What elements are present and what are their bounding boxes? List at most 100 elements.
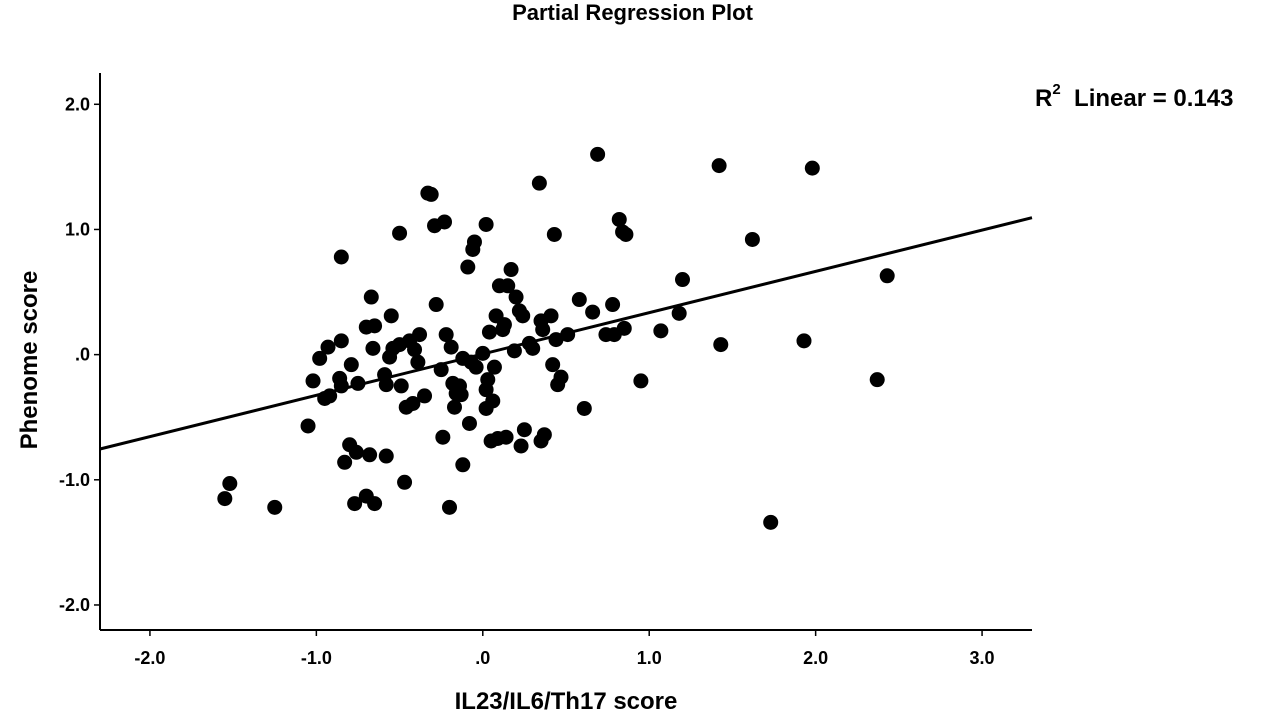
data-point [605, 297, 621, 313]
data-point [585, 304, 601, 320]
y-tick-label: -2.0 [59, 595, 90, 615]
y-tick-label: -1.0 [59, 470, 90, 490]
data-point [343, 357, 359, 373]
data-point [525, 340, 541, 356]
data-point [222, 476, 238, 492]
chart-title: Partial Regression Plot [512, 0, 753, 25]
data-point [410, 354, 426, 370]
data-point [347, 496, 363, 512]
data-point [437, 214, 453, 230]
data-point [763, 514, 779, 530]
data-point [333, 249, 349, 265]
y-tick-label: .0 [75, 345, 90, 365]
data-point [305, 373, 321, 389]
axes [99, 73, 1032, 631]
data-point [320, 339, 336, 355]
data-point [367, 318, 383, 334]
data-point [405, 395, 421, 411]
y-axis-label: Phenome score [16, 270, 43, 450]
data-point [428, 297, 444, 313]
x-tick-label: -2.0 [134, 648, 165, 668]
data-point [653, 323, 669, 339]
data-point [879, 268, 895, 284]
data-point [796, 333, 812, 349]
data-point [713, 337, 729, 353]
data-point [486, 359, 502, 375]
x-axis-label: IL23/IL6/Th17 score [454, 688, 678, 715]
data-point [711, 158, 727, 174]
data-point [498, 429, 514, 445]
data-point [478, 216, 494, 232]
data-point [417, 388, 433, 404]
data-point [480, 372, 496, 388]
data-point [435, 429, 451, 445]
data-point [536, 427, 552, 443]
data-point [590, 146, 606, 162]
data-point [553, 369, 569, 385]
data-point [515, 308, 531, 324]
fit-line-group [99, 216, 1033, 451]
data-point [363, 289, 379, 305]
data-point [611, 211, 627, 227]
y-tick-label: 2.0 [65, 94, 90, 114]
data-point [485, 393, 501, 409]
data-point [675, 272, 690, 288]
data-point [804, 160, 820, 176]
data-point [869, 372, 885, 388]
r2-prefix: R [1035, 85, 1053, 112]
data-point [423, 186, 439, 202]
data-point [392, 225, 408, 241]
y-tick-label: 1.0 [65, 219, 90, 239]
data-point [543, 308, 559, 324]
data-point [468, 359, 484, 375]
data-point [393, 378, 409, 394]
data-point [671, 305, 687, 321]
data-point [633, 373, 649, 389]
fit-line [99, 216, 1033, 451]
data-point [531, 175, 547, 191]
data-point [438, 327, 454, 343]
x-tick-label: .0 [475, 648, 490, 668]
data-point [300, 418, 316, 434]
data-point [508, 289, 524, 305]
data-point [496, 317, 512, 333]
data-point [571, 292, 587, 308]
data-point [443, 339, 459, 355]
data-point [312, 350, 328, 366]
data-point [546, 226, 562, 242]
ticks: -2.0 -1.0 .0 1.0 2.0 3.0 2.0 1.0 .0 -1.0 -2.0 [59, 94, 995, 668]
r2-text: Linear = 0.143 [1074, 85, 1234, 112]
r2-superscript: 2 [1052, 81, 1061, 98]
r2-annotation: R2 Linear = 0.143 [1035, 81, 1234, 113]
data-point [461, 415, 477, 431]
data-point [503, 262, 519, 278]
data-point [348, 444, 364, 460]
data-point [618, 226, 634, 242]
data-point [545, 357, 561, 373]
data-point [267, 499, 283, 515]
data-point [616, 320, 632, 336]
data-point [407, 342, 423, 358]
data-point [383, 308, 399, 324]
data-point [378, 377, 394, 393]
x-tick-label: 1.0 [637, 648, 662, 668]
data-point [535, 322, 551, 338]
data-point [362, 447, 378, 463]
data-point [412, 327, 428, 343]
data-point [466, 234, 482, 250]
x-tick-label: 2.0 [803, 648, 828, 668]
data-point [744, 231, 760, 247]
data-point [513, 438, 529, 454]
data-point [446, 399, 462, 415]
data-point [378, 448, 394, 464]
data-point [397, 474, 413, 490]
data-point [460, 259, 476, 275]
data-point [367, 496, 383, 512]
data-point [333, 333, 349, 349]
data-point [455, 457, 471, 473]
data-point [365, 340, 381, 356]
data-point [516, 422, 532, 438]
data-point [337, 454, 353, 470]
data-point [442, 499, 457, 515]
